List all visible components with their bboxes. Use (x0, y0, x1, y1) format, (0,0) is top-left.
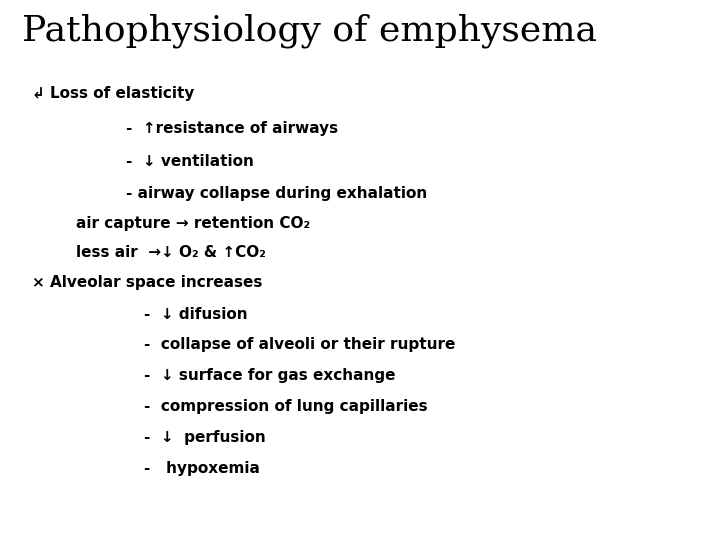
Text: ↲ Loss of elasticity: ↲ Loss of elasticity (32, 86, 195, 102)
Text: -  ↓ surface for gas exchange: - ↓ surface for gas exchange (144, 368, 395, 383)
Text: -  collapse of alveoli or their rupture: - collapse of alveoli or their rupture (144, 338, 455, 353)
Text: -  ↑resistance of airways: - ↑resistance of airways (126, 122, 338, 137)
Text: - airway collapse during exhalation: - airway collapse during exhalation (126, 186, 427, 201)
Text: Pathophysiology of emphysema: Pathophysiology of emphysema (22, 14, 597, 48)
Text: -  ↓ difusion: - ↓ difusion (144, 307, 248, 322)
Text: -   hypoxemia: - hypoxemia (144, 461, 260, 476)
Text: -  ↓  perfusion: - ↓ perfusion (144, 430, 266, 445)
Text: ⨯ Alveolar space increases: ⨯ Alveolar space increases (32, 275, 263, 291)
Text: less air  →↓ O₂ & ↑CO₂: less air →↓ O₂ & ↑CO₂ (76, 245, 266, 260)
Text: -  compression of lung capillaries: - compression of lung capillaries (144, 399, 428, 414)
Text: air capture → retention CO₂: air capture → retention CO₂ (76, 216, 310, 231)
Text: -  ↓ ventilation: - ↓ ventilation (126, 154, 254, 169)
